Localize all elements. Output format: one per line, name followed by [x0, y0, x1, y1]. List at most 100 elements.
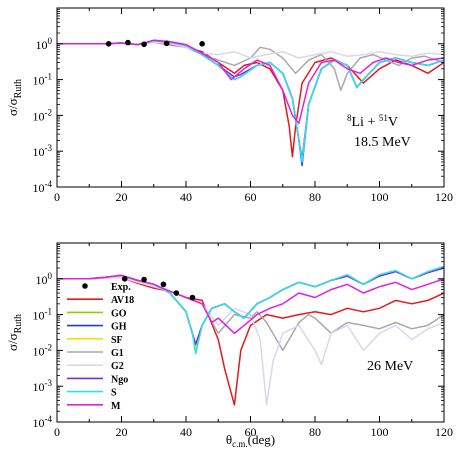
- y-axis-label-main: σ/σ: [5, 333, 20, 351]
- legend-label: GO: [111, 308, 127, 319]
- legend-entry: Exp.: [82, 282, 131, 293]
- energy-label: 18.5 MeV: [354, 135, 411, 150]
- series-group: [57, 265, 444, 406]
- y-tick-base: 10: [36, 273, 48, 287]
- series-line-g2: [57, 276, 444, 406]
- y-tick-base: 10: [33, 344, 45, 358]
- legend-label: AV18: [111, 295, 134, 306]
- exp-point: [121, 276, 128, 282]
- y-axis-label-sub: Ruth: [13, 314, 24, 333]
- legend-entry: Ngo: [67, 374, 128, 385]
- x-tick-label: 0: [54, 190, 60, 204]
- y-tick-label: 10-2: [33, 342, 53, 358]
- reaction-part-1: Li +: [352, 115, 379, 130]
- legend-entry: AV18: [67, 295, 134, 306]
- exp-point: [125, 39, 131, 46]
- reaction-part-2: V: [388, 115, 398, 130]
- y-tick-base: 10: [36, 38, 48, 52]
- x-tick-label: 100: [371, 190, 389, 204]
- x-tick-label: 0: [54, 425, 60, 439]
- y-tick-exponent: 0: [48, 271, 53, 281]
- exp-point: [199, 41, 205, 47]
- y-tick-label: 10-3: [33, 378, 53, 394]
- series-line-m: [57, 274, 444, 335]
- legend-entry: GH: [67, 322, 127, 333]
- legend-entry: SF: [67, 335, 123, 346]
- y-axis-label: σ/σRuth: [5, 314, 24, 351]
- legend-marker: [82, 283, 88, 289]
- legend-entry: GO: [67, 308, 127, 319]
- x-tick-label: 40: [180, 425, 192, 439]
- legend-label: GH: [111, 322, 127, 333]
- exp-point: [141, 276, 147, 283]
- y-tick-base: 10: [33, 380, 45, 394]
- y-tick-exponent: -4: [45, 414, 53, 424]
- x-axis-label-sub: c.m.: [232, 439, 248, 449]
- legend-label: S: [111, 388, 117, 399]
- legend: Exp. AV18 GO GH SF G1 G2 Ngo SM: [67, 282, 134, 412]
- x-axis-label-unit: (deg): [248, 432, 275, 447]
- series-line-5: [57, 41, 444, 59]
- y-tick-label: 10-1: [33, 307, 53, 323]
- panel-bottom: 0 20 40 60 80 100 12010010-110-210-310-4σ/σRut…: [5, 242, 453, 449]
- legend-label: Ngo: [111, 374, 128, 385]
- x-axis-label: θc.m.(deg): [226, 432, 275, 449]
- series-group: [57, 39, 444, 167]
- x-tick-label: 120: [435, 425, 453, 439]
- legend-label: G2: [111, 361, 124, 372]
- legend-entry: M: [67, 401, 121, 412]
- legend-entry: G1: [67, 348, 124, 359]
- y-tick-base: 10: [33, 416, 45, 430]
- x-tick-label: 20: [116, 190, 128, 204]
- y-axis-label-sub: Ruth: [13, 79, 24, 98]
- legend-label: G1: [111, 348, 124, 359]
- reaction-label: 8Li + 51V: [347, 113, 398, 130]
- exp-point: [141, 41, 147, 48]
- x-axis-label-main: θ: [226, 432, 232, 447]
- x-tick-label: 100: [371, 425, 389, 439]
- y-tick-label: 10-3: [33, 143, 53, 159]
- exp-point: [189, 294, 196, 301]
- y-tick-exponent: -1: [45, 72, 53, 82]
- y-tick-exponent: -2: [45, 342, 53, 352]
- y-tick-base: 10: [33, 309, 45, 323]
- reaction-mass-2: 51: [379, 113, 388, 123]
- x-tick-label: 60: [245, 190, 257, 204]
- y-tick-label: 100: [36, 271, 53, 287]
- exp-point: [163, 40, 170, 47]
- y-tick-base: 10: [33, 145, 45, 159]
- energy-label: 26 MeV: [367, 359, 413, 374]
- exp-point: [173, 290, 180, 296]
- x-tick-label: 60: [245, 425, 257, 439]
- y-axis-label: σ/σRuth: [5, 79, 24, 116]
- x-tick-label: 120: [435, 190, 453, 204]
- legend-label: M: [111, 401, 121, 412]
- y-tick-label: 100: [36, 36, 53, 52]
- exp-point: [105, 41, 112, 47]
- panel-top: 0 20 40 60 80 100 12010010-110-210-310-4σ/σRut…: [5, 7, 453, 204]
- exp-point: [160, 281, 167, 288]
- legend-entry: S: [67, 388, 117, 399]
- y-tick-exponent: 0: [48, 36, 53, 46]
- y-tick-exponent: -1: [45, 307, 53, 317]
- y-tick-label: 10-1: [33, 72, 53, 88]
- series-line-av18: [57, 276, 444, 406]
- x-tick-label: 40: [180, 190, 192, 204]
- legend-entry: G2: [67, 361, 124, 372]
- y-tick-base: 10: [33, 109, 45, 123]
- plot-frame: [56, 7, 445, 188]
- x-tick-label: 80: [309, 425, 321, 439]
- y-tick-exponent: -3: [45, 143, 53, 153]
- y-tick-label: 10-4: [33, 179, 53, 195]
- reaction-mass-1: 8: [347, 113, 352, 123]
- y-tick-base: 10: [33, 181, 45, 195]
- legend-label: SF: [111, 335, 123, 346]
- y-tick-label: 10-4: [33, 414, 53, 430]
- x-tick-label: 80: [309, 190, 321, 204]
- y-axis-label-main: σ/σ: [5, 98, 20, 116]
- y-tick-base: 10: [33, 74, 45, 88]
- y-tick-exponent: -4: [45, 179, 53, 189]
- series-line-8: [57, 39, 444, 125]
- legend-label: Exp.: [111, 282, 131, 293]
